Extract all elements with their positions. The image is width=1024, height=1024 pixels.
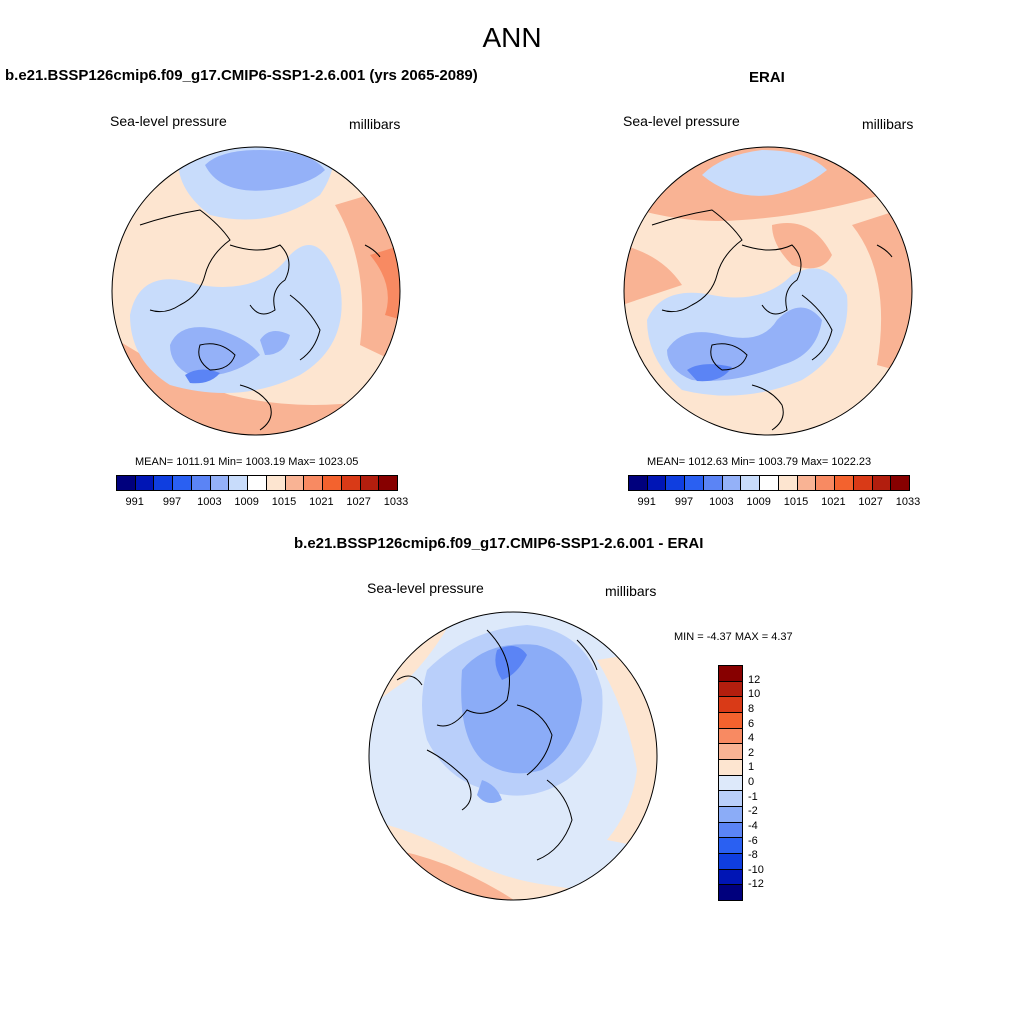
model-stats: MEAN= 1011.91 Min= 1003.19 Max= 1023.05: [135, 456, 359, 468]
model-colorbar-swatch: [304, 476, 324, 490]
diff-colorbar-tick-label: 0: [748, 776, 755, 788]
model-colorbar-tick-label: 1015: [271, 496, 297, 508]
obs-colorbar-tick-label: 997: [674, 496, 694, 508]
diff-colorbar-swatch: [719, 838, 742, 855]
diff-colorbar-swatch: [719, 822, 742, 839]
model-colorbar-tick-label: 1021: [309, 496, 334, 508]
obs-stats: MEAN= 1012.63 Min= 1003.79 Max= 1022.23: [647, 456, 872, 468]
obs-colorbar-tick-label: 1003: [709, 496, 734, 508]
diff-colorbar-swatch: [719, 885, 742, 901]
diff-colorbar-ticks: 12 10 8 6 4 2 1 0 -1 -2 -4 -6 -8 -10 -12: [748, 665, 778, 899]
diff-colorbar-swatch: [719, 713, 742, 729]
model-colorbar-tick-label: 1009: [234, 496, 259, 508]
diff-colorbar-swatch: [719, 666, 742, 682]
diff-colorbar-swatch: [719, 744, 742, 761]
obs-polar-map: [623, 146, 913, 436]
model-colorbar-swatch: [285, 476, 305, 490]
obs-colorbar-swatch: [891, 476, 910, 490]
obs-colorbar-tick-label: 1027: [858, 496, 883, 508]
model-colorbar-tick-label: 1033: [383, 496, 409, 508]
obs-colorbar-tick-label: 1033: [895, 496, 921, 508]
model-panel-title: b.e21.BSSP126cmip6.f09_g17.CMIP6-SSP1-2.…: [5, 67, 478, 84]
diff-colorbar-tick-label: 1: [748, 761, 755, 774]
diff-colorbar-swatch: [719, 681, 742, 698]
model-colorbar-swatch: [191, 476, 211, 490]
diff-colorbar-swatch: [719, 728, 742, 745]
diff-colorbar-swatch: [719, 760, 742, 776]
model-colorbar-swatch: [379, 476, 398, 490]
obs-colorbar-tick-label: 991: [637, 496, 656, 508]
diff-colorbar-tick-label: 6: [748, 717, 755, 730]
obs-colorbar-swatch: [741, 476, 761, 490]
model-colorbar-swatch: [323, 476, 342, 490]
model-colorbar-swatch: [117, 476, 136, 490]
model-colorbar-ticks: 991 997 1003 1009 1015 1021 1027 1033: [116, 496, 408, 510]
diff-min-max: MIN = -4.37 MAX = 4.37: [674, 631, 793, 643]
obs-colorbar-swatch: [835, 476, 854, 490]
diff-colorbar-tick-label: 2: [748, 746, 755, 759]
obs-colorbar-swatch: [778, 476, 798, 490]
obs-panel-title: ERAI: [749, 69, 785, 86]
diff-colorbar-tick-label: -6: [748, 834, 758, 847]
model-colorbar-tick-label: 997: [162, 496, 182, 508]
obs-colorbar-swatch: [629, 476, 648, 490]
obs-colorbar-tick-label: 1009: [746, 496, 771, 508]
model-colorbar-swatch: [154, 476, 174, 490]
obs-variable-label: Sea-level pressure: [623, 113, 740, 129]
obs-colorbar-swatch: [647, 476, 667, 490]
model-variable-label: Sea-level pressure: [110, 113, 227, 129]
diff-polar-map: [368, 611, 658, 901]
diff-colorbar-tick-label: 10: [748, 688, 761, 701]
model-polar-map: [111, 146, 401, 436]
diff-colorbar-swatch: [719, 854, 742, 870]
obs-colorbar-swatch: [703, 476, 723, 490]
model-colorbar-swatch: [266, 476, 286, 490]
obs-colorbar-swatch: [872, 476, 892, 490]
obs-colorbar-swatch: [685, 476, 704, 490]
obs-colorbar-tick-label: 1015: [783, 496, 809, 508]
diff-colorbar-tick-label: -1: [748, 790, 758, 803]
model-colorbar-swatch: [229, 476, 249, 490]
diff-colorbar-tick-label: -4: [748, 819, 758, 832]
obs-colorbar: [628, 475, 910, 491]
diff-colorbar-tick-label: -10: [748, 863, 764, 876]
obs-colorbar-swatch: [666, 476, 686, 490]
diff-colorbar-swatch: [719, 697, 742, 714]
diff-colorbar-swatch: [719, 807, 742, 823]
model-colorbar-swatch: [341, 476, 361, 490]
obs-colorbar-tick-label: 1021: [821, 496, 846, 508]
figure-title: ANN: [482, 22, 542, 53]
model-colorbar-swatch: [173, 476, 192, 490]
obs-colorbar-swatch: [853, 476, 873, 490]
model-colorbar-tick-label: 1027: [346, 496, 371, 508]
model-colorbar-swatch: [210, 476, 230, 490]
obs-colorbar-ticks: 991 997 1003 1009 1015 1021 1027 1033: [628, 496, 920, 510]
diff-colorbar-tick-label: -8: [748, 849, 758, 862]
diff-colorbar-swatch: [719, 791, 742, 808]
obs-units-label: millibars: [862, 116, 914, 132]
model-units-label: millibars: [349, 116, 401, 132]
diff-colorbar-tick-label: -12: [748, 878, 764, 891]
model-colorbar-swatch: [135, 476, 155, 490]
obs-colorbar-swatch: [797, 476, 817, 490]
model-colorbar-tick-label: 1003: [197, 496, 222, 508]
diff-variable-label: Sea-level pressure: [367, 580, 484, 596]
obs-colorbar-swatch: [816, 476, 836, 490]
diff-colorbar: [718, 665, 743, 901]
model-colorbar-tick-label: 991: [125, 496, 144, 508]
diff-colorbar-tick-label: 8: [748, 702, 755, 715]
diff-colorbar-tick-label: 4: [748, 732, 755, 745]
diff-colorbar-swatch: [719, 775, 742, 792]
obs-colorbar-swatch: [760, 476, 779, 490]
obs-colorbar-swatch: [722, 476, 742, 490]
diff-colorbar-tick-label: -2: [748, 805, 758, 818]
model-colorbar: [116, 475, 398, 491]
diff-colorbar-tick-label: 12: [748, 673, 761, 686]
model-colorbar-swatch: [248, 476, 267, 490]
diff-panel-title: b.e21.BSSP126cmip6.f09_g17.CMIP6-SSP1-2.…: [294, 535, 704, 552]
model-colorbar-swatch: [360, 476, 380, 490]
diff-units-label: millibars: [605, 583, 657, 599]
diff-colorbar-swatch: [719, 869, 742, 886]
